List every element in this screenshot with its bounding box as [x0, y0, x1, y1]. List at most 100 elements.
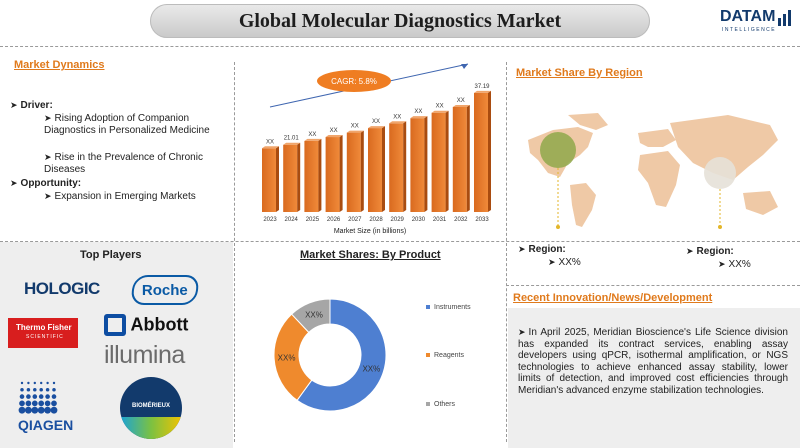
x-tick-label: 2026: [327, 217, 341, 223]
slice-label: XX%: [278, 354, 296, 363]
cagr-badge: [317, 70, 391, 92]
legend-label: Instruments: [434, 304, 471, 311]
cagr-label: CAGR: 5.8%: [331, 77, 377, 86]
bar-chart-xlabel: Market Size (in billions): [334, 228, 406, 235]
bar-top: [283, 142, 301, 145]
bar-value-label: XX: [308, 132, 316, 138]
chevron-right-icon: ➤: [10, 178, 18, 188]
donut-slice: [290, 298, 331, 334]
bar-side: [488, 90, 491, 212]
players-title: Top Players: [80, 249, 142, 261]
legend-swatch: [426, 353, 430, 357]
bar: [410, 118, 425, 212]
australia-shape: [743, 191, 778, 215]
legend-label: Reagents: [434, 352, 464, 359]
chevron-right-icon: ➤: [44, 152, 52, 162]
trend-arrowhead-icon: [461, 64, 468, 69]
biomerieux-logo: BIOMÉRIEUX: [120, 377, 182, 439]
product-share-donut: XX% XX% XX% Instruments Reagents Others: [273, 298, 471, 412]
x-tick-label: 2031: [433, 217, 447, 223]
chevron-right-icon: ➤: [44, 191, 52, 201]
legend-label: Others: [434, 401, 456, 408]
bar-side: [276, 146, 279, 212]
x-tick-label: 2033: [475, 217, 489, 223]
bar-side: [297, 142, 301, 212]
region-marker-left: [540, 132, 576, 168]
bar: [368, 128, 382, 212]
bar-top: [304, 138, 322, 141]
bar-top: [325, 135, 343, 138]
greenland-shape: [568, 113, 608, 130]
bar-top: [389, 121, 407, 124]
bar-side: [382, 126, 385, 212]
slice-label: XX%: [305, 311, 323, 320]
brand-logo: DATAM INTELLIGENCE: [718, 6, 794, 36]
abbott-mark-icon: [104, 314, 126, 336]
asia-shape: [670, 115, 778, 180]
bar-side: [445, 110, 449, 212]
divider-v2: [506, 62, 507, 442]
divider-right: [506, 285, 800, 286]
chevron-right-icon: ➤: [44, 113, 52, 123]
cagr-annotation: CAGR: 5.8%: [269, 63, 469, 108]
bar-value-label: XX: [393, 114, 401, 120]
x-tick-label: 2032: [454, 217, 468, 223]
abbott-logo: Abbott: [104, 314, 188, 336]
bar-value-label: XX: [330, 128, 338, 134]
europe-shape: [638, 129, 676, 147]
dynamics-title: Market Dynamics: [14, 59, 105, 71]
page-title: Global Molecular Diagnostics Market: [238, 9, 562, 32]
bar-value-label: 21.01: [284, 136, 300, 142]
bar-side: [318, 138, 322, 212]
bar-value-label: XX: [436, 104, 444, 110]
world-map: [528, 113, 778, 229]
legend-swatch: [426, 305, 430, 309]
x-tick-label: 2023: [263, 217, 277, 223]
bar-top: [474, 90, 491, 93]
driver-item: ➤ Rising Adoption of Companion Diagnostic…: [44, 113, 210, 136]
biomerieux-band: [120, 417, 182, 439]
chevron-right-icon: ➤: [518, 327, 526, 337]
opportunity-item: ➤ Expansion in Emerging Markets: [44, 191, 196, 202]
bar-side: [466, 104, 470, 212]
driver-item: ➤ Rise in the Prevalence of Chronic Disea…: [44, 152, 203, 175]
bar-top: [410, 116, 428, 119]
bar-side: [403, 121, 407, 212]
divider-v1: [234, 62, 235, 442]
region-left-value: ➤ XX%: [548, 257, 581, 268]
region-right-value: ➤ XX%: [718, 259, 751, 270]
qiagen-dots-icon: [18, 379, 58, 419]
bar-top: [262, 146, 279, 149]
x-tick-label: 2025: [306, 217, 320, 223]
bar-value-label: XX: [351, 124, 359, 130]
bar-top: [368, 126, 385, 129]
chevron-right-icon: ➤: [718, 259, 726, 269]
chevron-right-icon: ➤: [10, 100, 18, 110]
qiagen-logo: QIAGEN: [18, 417, 74, 433]
pie-title: Market Shares: By Product: [300, 249, 441, 261]
title-bar: Global Molecular Diagnostics Market: [150, 4, 650, 38]
donut-slice: [296, 298, 387, 412]
bar-value-label: XX: [372, 119, 380, 125]
legend-swatch: [426, 402, 430, 406]
bar-top: [431, 110, 449, 113]
bar: [262, 148, 276, 212]
chevron-right-icon: ➤: [686, 246, 694, 256]
x-tick-label: 2029: [391, 217, 405, 223]
south-america-shape: [570, 183, 596, 227]
region-left-label: ➤ Region:: [518, 244, 566, 255]
bar: [283, 144, 298, 212]
hologic-logo: HOLOGIC: [24, 279, 100, 298]
divider-mid: [0, 241, 800, 242]
bar-value-label: XX: [266, 139, 274, 145]
innovation-title: Recent Innovation/News/Development: [513, 292, 713, 304]
roche-logo: Roche: [129, 275, 201, 305]
bar-side: [424, 116, 428, 212]
region-title: Market Share By Region: [516, 67, 643, 79]
bar-value-label: XX: [414, 109, 422, 115]
bar: [389, 123, 404, 212]
opportunity-heading: ➤ Opportunity:: [10, 178, 82, 189]
slice-label: XX%: [362, 364, 380, 373]
bar-side: [339, 135, 343, 212]
region-right-label: ➤ Region:: [686, 246, 734, 257]
